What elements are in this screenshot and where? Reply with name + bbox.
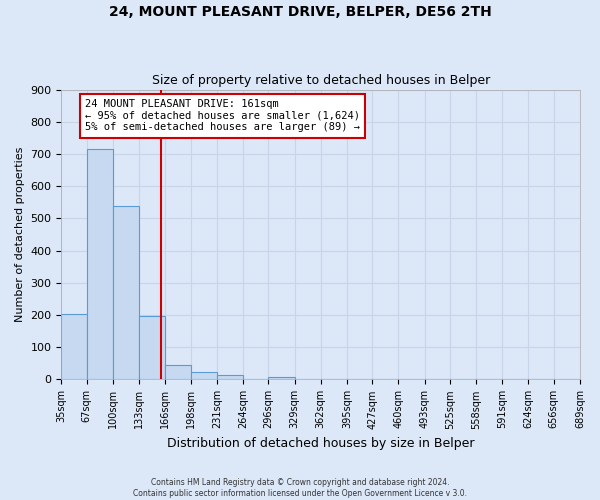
Bar [191,372,217,380]
Title: Size of property relative to detached houses in Belper: Size of property relative to detached ho… [152,74,490,87]
Bar [268,377,295,380]
Bar [217,376,243,380]
Bar [165,365,191,380]
Text: 24, MOUNT PLEASANT DRIVE, BELPER, DE56 2TH: 24, MOUNT PLEASANT DRIVE, BELPER, DE56 2… [109,5,491,19]
X-axis label: Distribution of detached houses by size in Belper: Distribution of detached houses by size … [167,437,475,450]
Bar [87,149,113,380]
Text: 24 MOUNT PLEASANT DRIVE: 161sqm
← 95% of detached houses are smaller (1,624)
5% : 24 MOUNT PLEASANT DRIVE: 161sqm ← 95% of… [85,99,360,132]
Text: Contains HM Land Registry data © Crown copyright and database right 2024.
Contai: Contains HM Land Registry data © Crown c… [133,478,467,498]
Bar [61,314,87,380]
Bar [113,206,139,380]
Bar [139,316,165,380]
Y-axis label: Number of detached properties: Number of detached properties [15,147,25,322]
